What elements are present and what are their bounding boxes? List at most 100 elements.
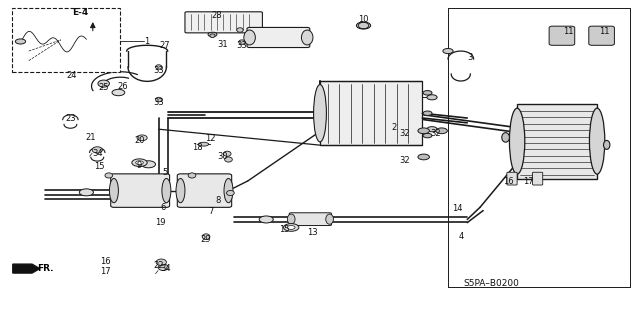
Text: 30: 30 [218,152,228,161]
Text: 2: 2 [391,123,396,132]
Text: 26: 26 [118,82,128,91]
Text: 21: 21 [86,133,96,142]
Text: 15: 15 [94,162,104,171]
Circle shape [284,224,299,231]
Ellipse shape [301,30,313,45]
Text: 9: 9 [137,161,142,170]
Circle shape [418,154,429,160]
Text: 11: 11 [600,27,610,36]
Circle shape [287,226,295,229]
Ellipse shape [156,65,162,69]
Ellipse shape [162,179,171,203]
Text: 13: 13 [307,228,317,237]
Circle shape [418,128,429,134]
Text: 4: 4 [458,232,463,241]
Text: 34: 34 [92,149,102,158]
Ellipse shape [589,108,605,174]
Circle shape [423,111,432,115]
Text: 18: 18 [192,143,202,152]
Ellipse shape [202,234,210,240]
Text: 17: 17 [523,177,533,186]
Text: 28: 28 [211,11,221,20]
Circle shape [136,161,143,165]
Text: 24: 24 [67,71,77,80]
FancyBboxPatch shape [177,174,232,207]
Ellipse shape [198,142,209,146]
Text: 22: 22 [154,261,164,270]
Text: 27: 27 [160,41,170,50]
FancyBboxPatch shape [247,27,310,48]
Bar [517,104,597,179]
Circle shape [141,161,156,168]
Ellipse shape [244,30,255,45]
Ellipse shape [176,179,185,203]
Circle shape [356,22,371,29]
Text: 31: 31 [218,40,228,49]
Circle shape [208,32,217,37]
Ellipse shape [210,34,215,38]
Ellipse shape [314,85,326,142]
FancyBboxPatch shape [185,12,262,33]
Text: 32: 32 [399,156,410,165]
Text: 23: 23 [65,114,76,122]
Circle shape [132,159,147,167]
Ellipse shape [225,157,232,162]
Ellipse shape [156,97,162,102]
Ellipse shape [137,135,147,141]
FancyBboxPatch shape [507,172,517,185]
Ellipse shape [109,179,118,203]
Text: 32: 32 [399,129,410,138]
Text: S5PA–B0200: S5PA–B0200 [463,279,520,288]
Text: 25: 25 [99,83,109,92]
Circle shape [259,216,273,223]
Text: 14: 14 [452,204,463,213]
Text: 5: 5 [163,168,168,177]
FancyArrow shape [13,264,40,273]
Bar [320,81,422,145]
Ellipse shape [502,133,509,142]
Text: 16: 16 [100,257,111,266]
Ellipse shape [156,259,166,265]
Text: 33: 33 [154,98,164,107]
Circle shape [15,39,26,44]
Circle shape [427,127,437,132]
Text: 1: 1 [145,37,150,46]
Text: 17: 17 [100,267,111,276]
Text: 7: 7 [209,207,214,216]
Text: 8: 8 [215,197,220,205]
Ellipse shape [224,179,233,203]
Circle shape [423,91,432,95]
Text: 32: 32 [430,129,440,138]
Text: 12: 12 [205,134,215,143]
FancyBboxPatch shape [532,172,543,185]
FancyBboxPatch shape [549,26,575,45]
FancyBboxPatch shape [111,174,170,207]
Ellipse shape [326,214,333,224]
Text: 34: 34 [160,264,170,273]
Text: 6: 6 [161,203,166,212]
Ellipse shape [604,140,610,149]
Text: 3: 3 [468,53,473,62]
Text: 29: 29 [201,235,211,244]
Circle shape [79,189,93,196]
FancyBboxPatch shape [289,213,332,226]
Text: 10: 10 [358,15,369,24]
Ellipse shape [237,28,243,32]
Text: 11: 11 [563,27,573,36]
Text: E-4: E-4 [72,8,88,17]
Ellipse shape [158,264,168,271]
Ellipse shape [98,80,109,87]
Circle shape [436,128,447,134]
Circle shape [112,89,125,96]
Ellipse shape [105,173,113,178]
Text: 15: 15 [280,225,290,234]
Ellipse shape [239,40,245,44]
Ellipse shape [92,147,102,153]
Circle shape [423,133,432,138]
Circle shape [427,95,437,100]
Text: 16: 16 [504,177,514,186]
Text: 19: 19 [155,218,165,227]
Ellipse shape [287,214,295,224]
Text: FR.: FR. [37,264,54,273]
FancyBboxPatch shape [589,26,614,45]
